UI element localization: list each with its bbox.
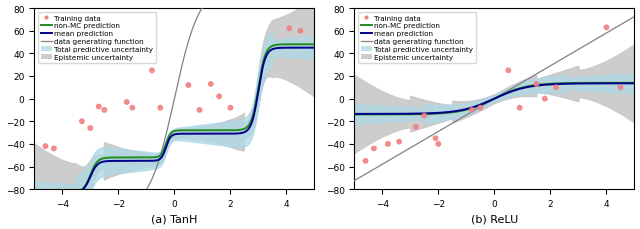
Point <box>602 26 612 30</box>
Point <box>503 69 513 73</box>
Point <box>77 120 87 124</box>
Point <box>531 83 541 86</box>
Point <box>360 159 371 163</box>
Legend: Training data, non-MC prediction, mean prediction, data generating function, Tot: Training data, non-MC prediction, mean p… <box>38 13 156 63</box>
Point <box>295 30 305 33</box>
Point <box>40 145 51 148</box>
Point <box>85 127 95 130</box>
Point <box>214 95 224 99</box>
Point <box>284 27 294 31</box>
Legend: Training data, non-MC prediction, mean prediction, data generating function, Tot: Training data, non-MC prediction, mean p… <box>358 13 476 63</box>
Point <box>205 83 216 86</box>
Point <box>127 106 138 110</box>
Point <box>195 109 205 112</box>
Point <box>156 106 166 110</box>
Point <box>122 101 132 104</box>
Point <box>225 106 236 110</box>
Point <box>540 97 550 101</box>
Point <box>99 109 109 112</box>
Point <box>467 109 477 112</box>
Point <box>93 105 104 109</box>
Point <box>551 86 561 90</box>
Point <box>615 86 625 90</box>
Point <box>433 142 444 146</box>
Point <box>411 125 421 129</box>
Point <box>183 84 193 87</box>
Point <box>431 137 441 140</box>
Point <box>476 106 486 110</box>
Point <box>394 140 404 144</box>
Point <box>419 114 429 118</box>
Point <box>383 142 393 146</box>
Point <box>147 69 157 73</box>
Point <box>515 106 525 110</box>
Point <box>369 147 379 151</box>
Point <box>49 147 59 151</box>
X-axis label: (a) TanH: (a) TanH <box>151 213 198 224</box>
X-axis label: (b) ReLU: (b) ReLU <box>471 213 518 224</box>
